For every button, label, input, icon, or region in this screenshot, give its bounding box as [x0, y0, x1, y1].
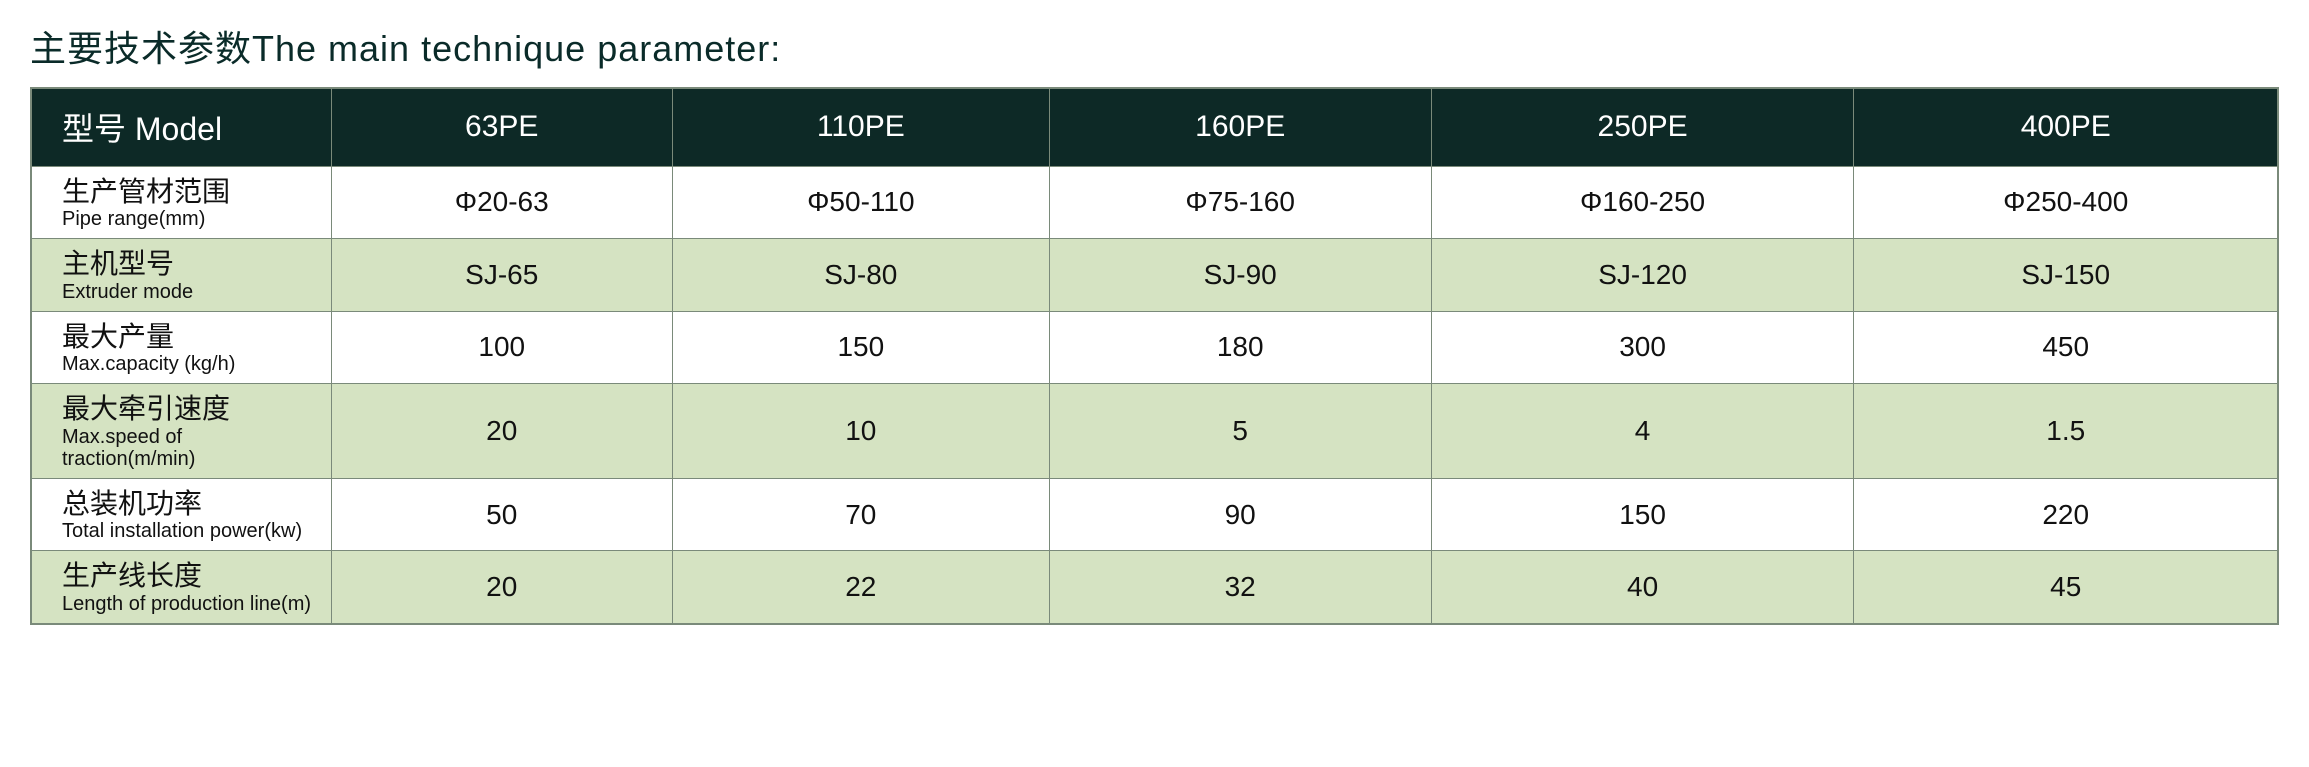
table-row: 主机型号Extruder modeSJ-65SJ-80SJ-90SJ-120SJ…: [31, 239, 2278, 312]
cell-value: 45: [1854, 551, 2278, 624]
parameter-table: 型号 Model 63PE 110PE 160PE 250PE 400PE 生产…: [30, 87, 2279, 625]
row-label-en: Max.speed of traction(m/min): [62, 426, 313, 470]
row-label-cn: 生产线长度: [62, 559, 313, 593]
cell-value: 180: [1049, 311, 1431, 384]
cell-value: 20: [331, 384, 672, 479]
table-header-row: 型号 Model 63PE 110PE 160PE 250PE 400PE: [31, 88, 2278, 166]
cell-value: Φ20-63: [331, 166, 672, 239]
cell-value: 4: [1431, 384, 1854, 479]
row-label-en: Pipe range(mm): [62, 208, 313, 230]
table-row: 生产线长度Length of production line(m)2022324…: [31, 551, 2278, 624]
cell-value: 220: [1854, 478, 2278, 551]
table-row: 最大牵引速度Max.speed of traction(m/min)201054…: [31, 384, 2278, 479]
row-label-cn: 主机型号: [62, 247, 313, 281]
row-label: 最大产量Max.capacity (kg/h): [31, 311, 331, 384]
cell-value: 22: [672, 551, 1049, 624]
header-col: 400PE: [1854, 88, 2278, 166]
row-label-cn: 最大牵引速度: [62, 392, 313, 426]
cell-value: Φ250-400: [1854, 166, 2278, 239]
row-label: 最大牵引速度Max.speed of traction(m/min): [31, 384, 331, 479]
cell-value: Φ50-110: [672, 166, 1049, 239]
row-label: 生产线长度Length of production line(m): [31, 551, 331, 624]
cell-value: 300: [1431, 311, 1854, 384]
cell-value: 5: [1049, 384, 1431, 479]
cell-value: 450: [1854, 311, 2278, 384]
row-label: 总装机功率Total installation power(kw): [31, 478, 331, 551]
row-label-cn: 生产管材范围: [62, 175, 313, 209]
header-col: 250PE: [1431, 88, 1854, 166]
row-label-cn: 总装机功率: [62, 487, 313, 521]
cell-value: 100: [331, 311, 672, 384]
header-label: 型号 Model: [31, 88, 331, 166]
cell-value: SJ-120: [1431, 239, 1854, 312]
cell-value: Φ75-160: [1049, 166, 1431, 239]
table-row: 生产管材范围Pipe range(mm)Φ20-63Φ50-110Φ75-160…: [31, 166, 2278, 239]
cell-value: SJ-80: [672, 239, 1049, 312]
cell-value: 150: [672, 311, 1049, 384]
row-label-en: Extruder mode: [62, 281, 313, 303]
cell-value: SJ-90: [1049, 239, 1431, 312]
table-body: 生产管材范围Pipe range(mm)Φ20-63Φ50-110Φ75-160…: [31, 166, 2278, 624]
row-label: 主机型号Extruder mode: [31, 239, 331, 312]
cell-value: Φ160-250: [1431, 166, 1854, 239]
table-row: 总装机功率Total installation power(kw)5070901…: [31, 478, 2278, 551]
row-label-cn: 最大产量: [62, 320, 313, 354]
table-row: 最大产量Max.capacity (kg/h)100150180300450: [31, 311, 2278, 384]
cell-value: 1.5: [1854, 384, 2278, 479]
cell-value: 50: [331, 478, 672, 551]
page-title: 主要技术参数The main technique parameter:: [30, 20, 2279, 72]
cell-value: 40: [1431, 551, 1854, 624]
header-col: 63PE: [331, 88, 672, 166]
row-label-en: Total installation power(kw): [62, 520, 313, 542]
cell-value: 150: [1431, 478, 1854, 551]
cell-value: 90: [1049, 478, 1431, 551]
cell-value: SJ-65: [331, 239, 672, 312]
cell-value: 70: [672, 478, 1049, 551]
cell-value: 32: [1049, 551, 1431, 624]
cell-value: 10: [672, 384, 1049, 479]
header-col: 110PE: [672, 88, 1049, 166]
row-label-en: Length of production line(m): [62, 593, 313, 615]
cell-value: 20: [331, 551, 672, 624]
header-col: 160PE: [1049, 88, 1431, 166]
cell-value: SJ-150: [1854, 239, 2278, 312]
row-label: 生产管材范围Pipe range(mm): [31, 166, 331, 239]
row-label-en: Max.capacity (kg/h): [62, 353, 313, 375]
